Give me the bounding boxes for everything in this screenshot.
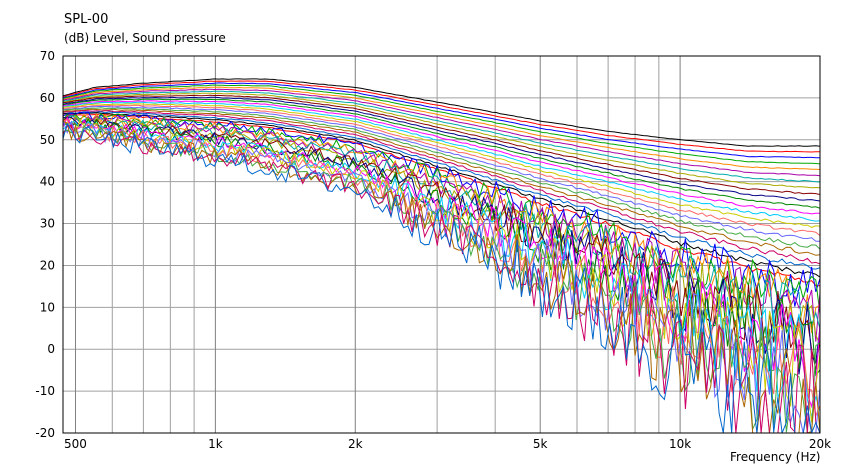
- y-axis-label: (dB) Level, Sound pressure: [64, 31, 226, 45]
- x-axis-label: Frequency (Hz): [730, 450, 821, 464]
- x-tick-label: 500: [64, 437, 87, 451]
- y-tick-label: 40: [40, 175, 55, 189]
- series-line: [63, 108, 820, 256]
- series-line: [63, 92, 820, 189]
- series-line: [63, 101, 820, 222]
- y-tick-label: -10: [35, 384, 55, 398]
- series-line: [63, 110, 820, 265]
- y-tick-label: 30: [40, 217, 55, 231]
- series-line: [63, 88, 820, 177]
- series-line: [63, 90, 820, 183]
- series-line: [63, 86, 820, 170]
- series-line: [63, 120, 820, 433]
- series-line: [63, 100, 820, 215]
- x-tick-label: 1k: [208, 437, 223, 451]
- y-tick-label: -20: [35, 426, 55, 440]
- y-tick-label: 20: [40, 258, 55, 272]
- series-line: [63, 107, 820, 250]
- series-line: [63, 113, 820, 334]
- series-line: [63, 122, 820, 433]
- series-line: [63, 124, 820, 433]
- chart-title: SPL-00: [64, 12, 109, 27]
- series-line: [63, 113, 820, 342]
- series-line: [63, 84, 820, 165]
- y-tick-label: 10: [40, 300, 55, 314]
- x-tick-label: 2k: [348, 437, 363, 451]
- x-tick-label: 20k: [809, 437, 831, 451]
- series-line: [63, 115, 820, 345]
- series-line: [63, 120, 820, 433]
- x-tick-label: 5k: [533, 437, 548, 451]
- series-line: [63, 82, 820, 159]
- series-line: [63, 98, 820, 209]
- y-tick-label: 70: [40, 49, 55, 63]
- series-line: [63, 96, 820, 202]
- series-line: [63, 113, 820, 287]
- series-line: [63, 125, 820, 433]
- series-line: [63, 105, 820, 242]
- series-line: [63, 104, 820, 236]
- series-line: [63, 103, 820, 228]
- series-line: [63, 111, 820, 270]
- series-line: [63, 80, 820, 153]
- plot-border: [62, 55, 821, 434]
- y-tick-label: 0: [47, 342, 55, 356]
- x-tick-label: 10k: [669, 437, 691, 451]
- y-tick-label: 60: [40, 91, 55, 105]
- y-tick-label: 50: [40, 133, 55, 147]
- series-line: [63, 112, 820, 278]
- series-line: [63, 94, 820, 195]
- series-line: [63, 78, 820, 147]
